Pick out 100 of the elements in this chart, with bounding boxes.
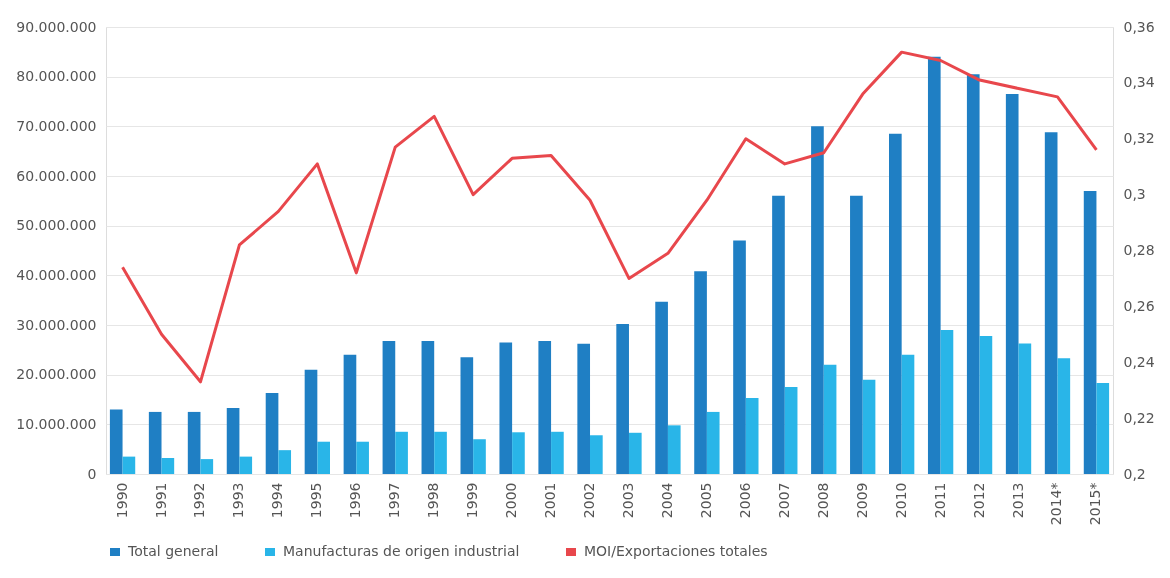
x-tick-label: 1995	[308, 482, 325, 519]
bar	[850, 195, 863, 474]
bar	[1044, 132, 1058, 474]
x-tick-label: 2010	[892, 482, 909, 519]
bar	[966, 74, 980, 474]
bar	[265, 393, 279, 474]
bar	[733, 240, 746, 474]
x-tick-label: 2009	[853, 482, 870, 519]
legend-label: MOI/Exportaciones totales	[584, 543, 768, 559]
bar	[577, 343, 591, 474]
bar	[200, 459, 214, 474]
bar	[862, 379, 876, 474]
y-tick-label: 50.000.000	[16, 217, 97, 234]
y2-tick-label: 0,22	[1123, 409, 1155, 426]
x-tick-label: 1992	[191, 482, 208, 519]
bar	[889, 133, 902, 474]
bar	[706, 411, 720, 474]
bar	[512, 432, 525, 474]
bar	[161, 458, 175, 474]
x-tick-label: 1991	[152, 482, 169, 519]
y2-tick-label: 0,3	[1123, 186, 1146, 203]
y-tick-label: 80.000.000	[16, 68, 97, 85]
bar	[616, 324, 629, 474]
bar	[109, 409, 123, 474]
x-tick-label: 2005	[697, 482, 714, 519]
y2-tick-label: 0,32	[1123, 130, 1155, 147]
y-tick-label: 20.000.000	[16, 366, 97, 383]
bar	[343, 354, 357, 474]
x-tick-label: 1990	[113, 482, 130, 519]
y2-tick-label: 0,34	[1123, 74, 1155, 91]
bar	[901, 354, 915, 474]
y2-tick-label: 0,2	[1123, 465, 1146, 482]
x-tick-label: 1997	[386, 482, 403, 519]
bar	[395, 431, 408, 474]
bar	[1005, 94, 1019, 474]
x-tick-label: 2006	[736, 482, 753, 519]
legend-label: Total general	[127, 543, 219, 559]
bar	[823, 364, 837, 474]
legend-label: Manufacturas de origen industrial	[283, 543, 520, 559]
x-tick-label: 1994	[269, 482, 286, 519]
y-tick-label: 10.000.000	[16, 415, 97, 432]
bar	[239, 456, 253, 474]
x-tick-label: 2004	[658, 482, 675, 519]
y2-tick-label: 0,36	[1123, 18, 1155, 35]
bar	[811, 126, 824, 474]
bar	[784, 387, 798, 474]
bar	[772, 195, 785, 474]
bar	[940, 329, 954, 474]
x-tick-label: 1999	[464, 482, 481, 519]
x-tick-label: 2007	[775, 482, 792, 519]
y2-tick-label: 0,24	[1123, 353, 1155, 370]
x-tick-label: 2000	[503, 482, 520, 519]
x-tick-label: 1998	[425, 482, 442, 519]
x-tick-label: 2013	[1009, 482, 1026, 519]
x-tick-label: 1996	[347, 482, 364, 519]
x-tick-label: 2003	[619, 482, 636, 519]
bar	[551, 431, 564, 474]
x-tick-label: 2012	[970, 482, 987, 519]
x-tick-label: 2008	[814, 482, 831, 519]
bar	[421, 340, 435, 474]
x-tick-label: 2001	[542, 482, 559, 519]
line-series	[121, 50, 1098, 384]
x-tick-label: 1993	[230, 482, 247, 519]
bar	[745, 398, 759, 474]
y-tick-label: 30.000.000	[16, 316, 97, 333]
bar	[382, 340, 396, 474]
y-tick-label: 90.000.000	[16, 18, 97, 35]
bar	[278, 450, 292, 474]
x-tick-label: 2002	[581, 482, 598, 519]
y-tick-label: 0	[87, 465, 97, 482]
bar	[356, 441, 369, 474]
bar	[499, 342, 513, 474]
bar	[187, 411, 201, 474]
bar	[1057, 358, 1071, 474]
bar	[434, 431, 447, 474]
bar	[927, 56, 941, 474]
bar	[226, 407, 240, 474]
y-tick-label: 70.000.000	[16, 117, 97, 134]
bar	[667, 425, 681, 474]
y2-tick-label: 0,28	[1123, 242, 1155, 258]
bar	[694, 271, 707, 474]
bar	[317, 441, 330, 474]
y-tick-label: 40.000.000	[16, 266, 97, 283]
bar	[1083, 190, 1097, 474]
bar	[304, 369, 318, 474]
bar	[655, 301, 668, 474]
bar	[628, 432, 642, 474]
bar	[538, 340, 552, 474]
x-tick-label: 2014*	[1048, 482, 1065, 526]
bar	[148, 411, 162, 474]
bar	[1018, 343, 1032, 474]
bar	[590, 435, 603, 474]
bar	[122, 456, 136, 474]
bar	[979, 335, 993, 474]
bar	[460, 357, 474, 474]
x-tick-label: 2015*	[1087, 482, 1104, 526]
bar	[1096, 383, 1110, 474]
y-tick-label: 60.000.000	[16, 167, 97, 184]
bar	[473, 439, 486, 474]
y2-tick-label: 0,26	[1123, 297, 1155, 314]
